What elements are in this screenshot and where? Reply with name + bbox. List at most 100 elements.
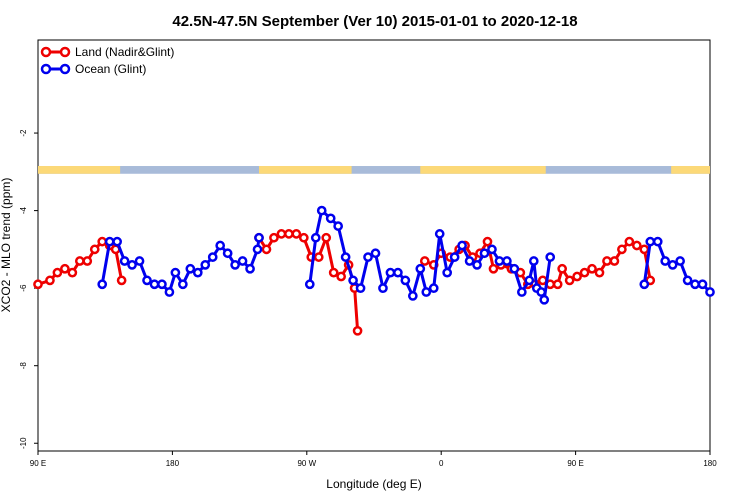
data-point	[97, 236, 108, 247]
data-point	[545, 252, 556, 262]
data-point	[639, 244, 650, 255]
data-point	[482, 236, 493, 247]
data-point	[45, 275, 55, 286]
data-point	[472, 260, 482, 270]
data-point	[340, 252, 351, 262]
data-point	[516, 287, 527, 297]
land-strip-segment	[38, 166, 121, 174]
data-point	[269, 232, 279, 243]
data-point	[254, 232, 264, 243]
data-point	[291, 229, 302, 239]
land-strip-segment	[671, 166, 710, 174]
data-point	[667, 260, 678, 270]
data-point	[400, 275, 411, 286]
data-point	[352, 325, 363, 336]
y-tick-label: -6	[19, 284, 28, 292]
data-point	[524, 275, 535, 286]
legend-label-ocean: Ocean (Glint)	[75, 62, 146, 76]
ocean-strip	[38, 166, 710, 174]
legend-item-ocean: Ocean (Glint)	[40, 62, 146, 76]
data-point	[230, 260, 240, 270]
data-point	[528, 256, 539, 266]
data-point	[348, 275, 358, 286]
legend-label-land: Land (Nadir&Glint)	[75, 45, 174, 59]
x-tick-label: 180	[703, 459, 717, 468]
data-point	[609, 256, 620, 266]
x-tick-label: 0	[439, 459, 444, 468]
data-point	[421, 287, 432, 297]
data-point	[82, 256, 93, 266]
y-axis-label: XCO2 - MLO trend (ppm)	[0, 178, 13, 313]
data-point	[557, 263, 568, 274]
y-tick-label: -2	[19, 129, 28, 137]
data-point	[142, 275, 152, 286]
data-point	[449, 252, 460, 262]
data-point	[119, 256, 130, 266]
data-point	[116, 275, 127, 286]
data-point	[104, 236, 115, 247]
x-tick-label: 90 E	[30, 459, 46, 468]
data-point	[415, 263, 426, 274]
data-point	[149, 279, 160, 290]
data-point	[112, 236, 122, 247]
data-point	[645, 236, 656, 247]
data-point	[200, 260, 211, 270]
data-point	[434, 229, 445, 239]
data-point	[464, 256, 475, 266]
data-point	[215, 240, 226, 251]
y-tick-label: -4	[19, 207, 28, 215]
data-point	[579, 267, 590, 278]
data-point	[325, 213, 336, 224]
land-ocean-strip	[38, 166, 710, 174]
data-point	[313, 252, 324, 262]
data-point	[304, 279, 315, 290]
data-point	[52, 267, 63, 278]
data-point	[494, 256, 505, 266]
legend: Land (Nadir&Glint) Ocean (Glint)	[40, 45, 174, 76]
chart-title: 42.5N-47.5N September (Ver 10) 2015-01-0…	[172, 13, 577, 30]
data-point	[157, 279, 167, 290]
data-point	[572, 271, 582, 282]
data-point	[355, 283, 366, 294]
data-point	[363, 252, 373, 262]
data-point	[127, 260, 137, 270]
data-point	[370, 248, 381, 259]
y-tick-label: -10	[19, 437, 28, 449]
data-point	[333, 221, 344, 231]
legend-item-land: Land (Nadir&Glint)	[40, 45, 174, 59]
data-point	[602, 256, 612, 266]
data-point	[509, 263, 520, 274]
data-point	[502, 256, 512, 266]
data-point	[457, 240, 467, 251]
data-point	[74, 256, 85, 266]
data-point	[652, 236, 663, 247]
data-point	[276, 229, 287, 239]
land-strip-segment	[420, 166, 546, 174]
data-point	[442, 267, 453, 278]
x-tick-label: 90 W	[297, 459, 316, 468]
data-point	[552, 279, 563, 290]
data-point	[134, 256, 145, 266]
data-point	[192, 267, 203, 278]
data-point	[164, 287, 175, 297]
data-point	[284, 229, 294, 239]
data-point	[407, 291, 418, 301]
data-point	[33, 279, 43, 290]
data-point	[222, 248, 233, 259]
data-point	[617, 244, 627, 255]
data-point	[97, 279, 108, 290]
data-point	[321, 232, 332, 243]
x-tick-label: 180	[166, 459, 180, 468]
data-point	[185, 263, 196, 274]
axis-ticks: 90 E 180 90 W 0 90 E 180 -2 -4 -6 -8 -10	[19, 129, 717, 468]
data-point	[336, 271, 346, 282]
data-point	[310, 232, 321, 243]
data-point	[298, 232, 309, 243]
series-layer	[33, 205, 715, 336]
data-point	[488, 263, 499, 274]
data-point	[587, 263, 597, 274]
data-point	[564, 275, 575, 286]
data-point	[60, 263, 70, 274]
data-point	[385, 267, 396, 278]
